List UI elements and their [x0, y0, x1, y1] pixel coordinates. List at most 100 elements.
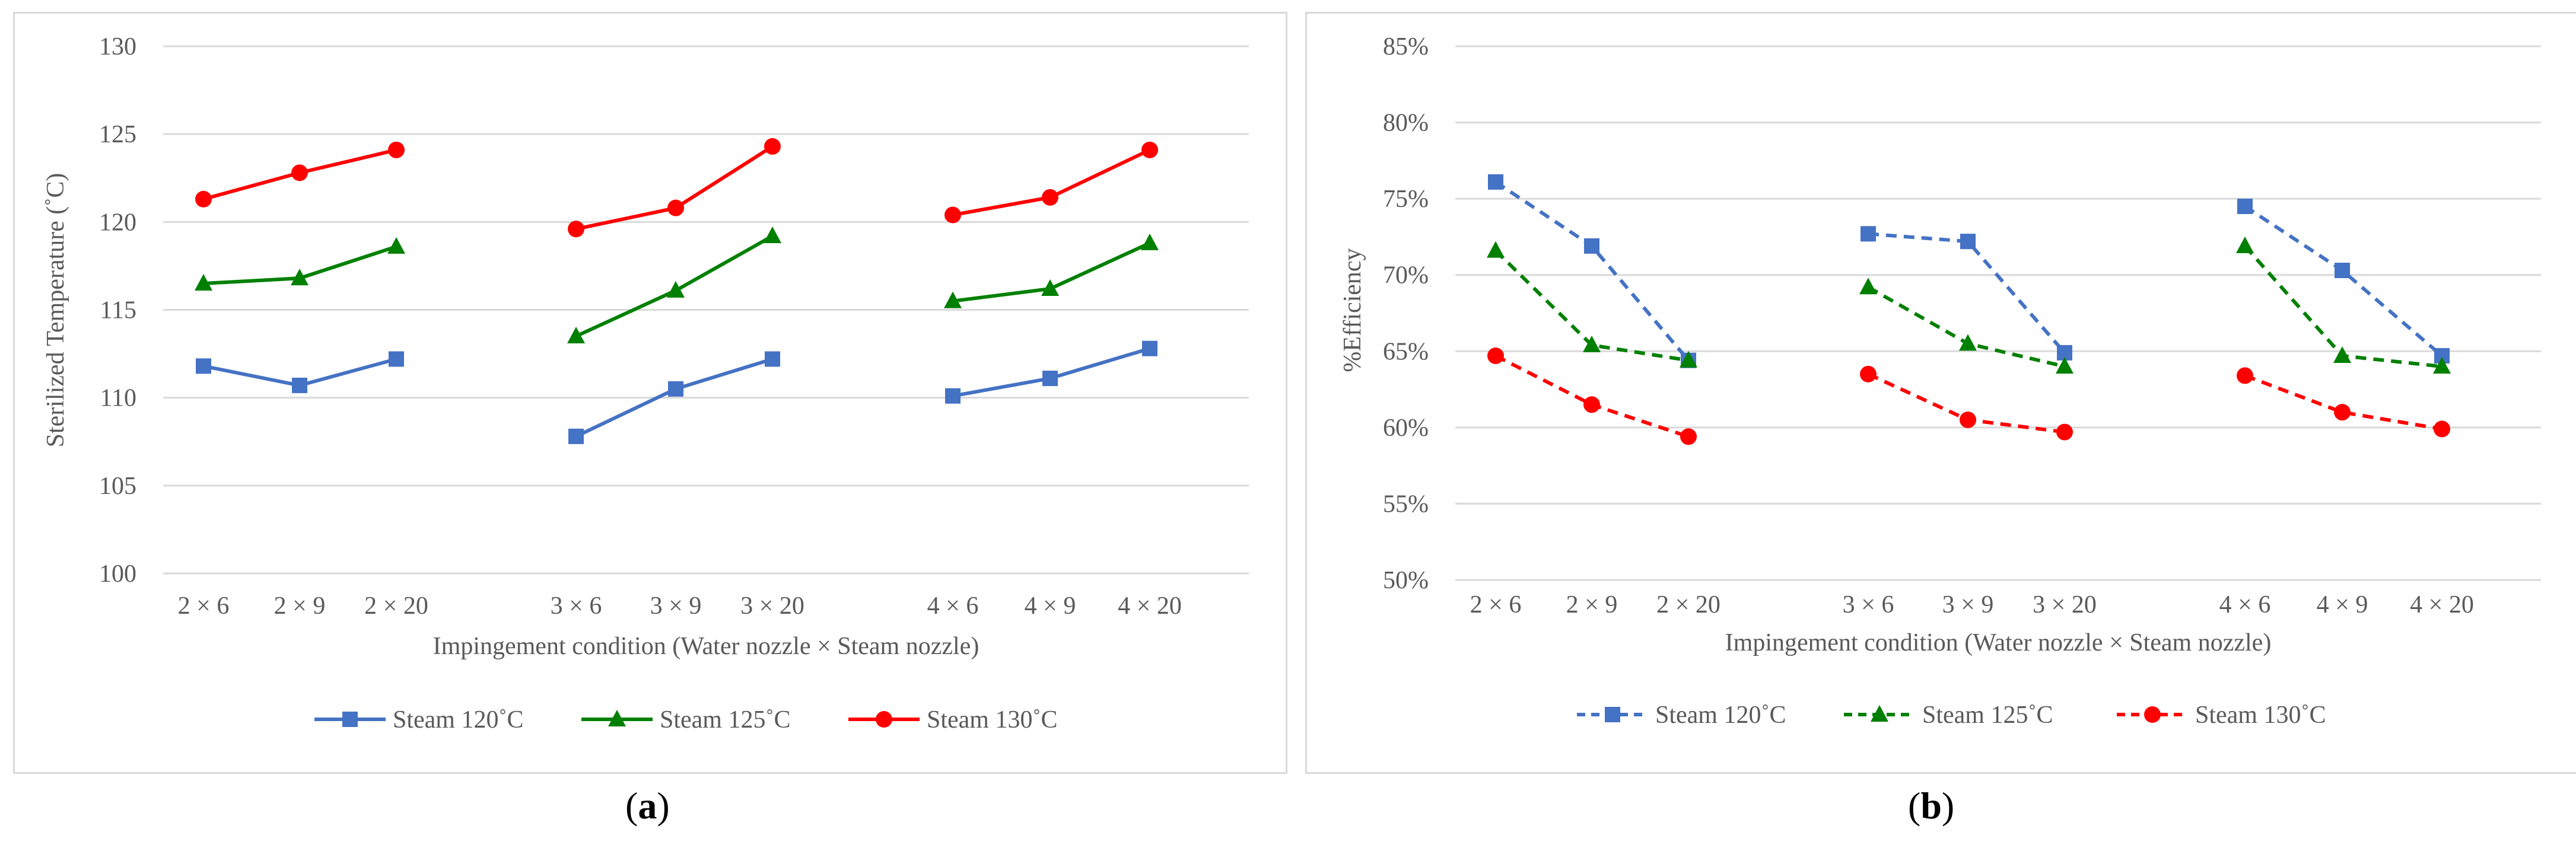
series-2-point-5 — [764, 138, 781, 155]
series-1-point-3 — [567, 326, 585, 343]
caption-a: (a) — [625, 784, 670, 828]
series-2-point-1 — [291, 164, 308, 181]
x-tick-label-2: 2 × 20 — [364, 592, 428, 620]
series-2-point-4 — [667, 199, 684, 216]
legend: Steam 120˚C Steam 125˚C Steam 130˚C — [314, 706, 1057, 734]
series-2-point-8 — [2434, 420, 2450, 438]
series-1-point-8 — [1141, 233, 1159, 250]
series-2-point-3 — [1860, 365, 1877, 382]
series-0 — [1488, 174, 2450, 368]
series-1-point-1 — [1583, 336, 1601, 352]
series-2-point-8 — [1141, 141, 1158, 158]
series-1-point-5 — [2056, 357, 2073, 374]
series-1-point-3 — [1859, 278, 1877, 295]
x-tick-label-3: 3 × 6 — [1843, 591, 1894, 619]
series-1-point-2 — [1680, 350, 1697, 368]
y-tick-label-2: 110 — [100, 385, 136, 412]
chart-panel-b: 50% 55% 60% 65% 70% 75% 80% 85% 2 × 6 2 × 9 2 × 20… — [1305, 12, 2576, 774]
series-2-point-0 — [1487, 348, 1504, 364]
series-0-point-2 — [389, 351, 404, 367]
caption-a-letter: a — [638, 785, 657, 827]
series-1 — [195, 227, 1159, 343]
series-0-point-7 — [2335, 263, 2350, 278]
legend: Steam 120˚C Steam 125˚C Steam 130˚C — [1577, 702, 2326, 729]
series-0-point-0 — [196, 358, 211, 374]
series-2-point-7 — [2334, 404, 2351, 421]
y-tick-label-3: 115 — [100, 297, 136, 324]
series-0 — [196, 340, 1157, 444]
y-tick-label-4: 70% — [1383, 262, 1429, 289]
x-tick-label-3: 3 × 6 — [551, 592, 602, 620]
caption-b-letter: b — [1920, 785, 1942, 827]
x-tick-label-0: 2 × 6 — [1470, 591, 1522, 619]
y-tick-label-3: 65% — [1383, 338, 1429, 365]
legend-marker-2 — [876, 711, 892, 728]
y-tick-label-0: 100 — [99, 560, 136, 588]
legend-label-0: Steam 120˚C — [393, 706, 523, 734]
legend-label-1: Steam 125˚C — [660, 706, 790, 734]
legend-label-0: Steam 120˚C — [1655, 702, 1786, 729]
series-1 — [1487, 236, 2451, 374]
y-axis-label: Sterilized Temperature (˚C) — [42, 173, 69, 448]
series-2-line-2 — [2244, 374, 2443, 431]
legend-marker-1 — [1871, 705, 1888, 722]
series-1-point-0 — [195, 274, 212, 291]
y-tick-label-6: 130 — [99, 33, 136, 60]
caption-b-open: ( — [1908, 785, 1921, 827]
series-0-point-4 — [668, 381, 683, 397]
y-tick-label-2: 60% — [1383, 415, 1429, 442]
caption-a-open: ( — [625, 785, 638, 827]
x-tick-label-0: 2 × 6 — [178, 592, 230, 620]
x-tick-label-5: 3 × 20 — [2033, 591, 2097, 619]
series-2 — [1487, 348, 2450, 445]
chart-panel-a: 100 105 110 115 120 125 130 2 × 6 2 × 9 2 × 20 3 ×… — [13, 12, 1287, 774]
y-tick-label-1: 105 — [99, 473, 136, 500]
series-1-point-1 — [291, 269, 309, 286]
series-0-point-3 — [568, 428, 584, 444]
series-0-point-6 — [2237, 199, 2253, 214]
series-1-point-6 — [2236, 236, 2254, 253]
y-tick-label-6: 80% — [1383, 110, 1429, 137]
y-axis-label: %Efficiency — [1339, 248, 1366, 372]
series-0-point-3 — [1861, 226, 1876, 242]
series-0-point-5 — [765, 351, 780, 367]
caption-b-close: ) — [1941, 785, 1955, 827]
x-tick-label-6: 4 × 6 — [927, 592, 979, 620]
legend-label-1: Steam 125˚C — [1922, 702, 2053, 729]
series-2-point-6 — [2237, 367, 2253, 384]
caption-b: (b) — [1908, 784, 1954, 828]
legend-item-1: Steam 125˚C — [581, 706, 790, 734]
series-1-point-8 — [2433, 357, 2451, 374]
series-1-point-7 — [2333, 346, 2351, 363]
y-tick-label-5: 125 — [99, 121, 136, 148]
series-1-point-4 — [1959, 334, 1977, 351]
series-2-line-1 — [575, 145, 774, 231]
legend-label-2: Steam 130˚C — [927, 706, 1057, 734]
x-tick-label-1: 2 × 9 — [1566, 591, 1618, 619]
caption-a-close: ) — [657, 785, 670, 827]
x-axis-label: Impingement condition (Water nozzle × St… — [1725, 629, 2272, 656]
series-1-point-5 — [764, 227, 781, 244]
series-0-point-8 — [1142, 340, 1157, 356]
series-1-point-6 — [944, 291, 962, 308]
x-tick-label-5: 3 × 20 — [740, 592, 804, 620]
series-0-point-7 — [1042, 371, 1058, 387]
x-tick-label-1: 2 × 9 — [274, 592, 326, 620]
series-2-point-7 — [1042, 189, 1058, 206]
y-tick-label-7: 85% — [1383, 33, 1429, 60]
y-tick-label-5: 75% — [1383, 186, 1429, 213]
legend-label-2: Steam 130˚C — [2195, 702, 2326, 729]
legend-marker-1 — [608, 710, 626, 726]
legend-item-0: Steam 120˚C — [314, 706, 523, 734]
legend-item-1: Steam 125˚C — [1844, 702, 2053, 729]
series-0-point-0 — [1488, 174, 1503, 190]
series-2-point-1 — [1583, 396, 1600, 413]
series-2-point-3 — [568, 221, 584, 238]
x-tick-label-4: 3 × 9 — [650, 592, 702, 620]
series-2-point-2 — [388, 141, 405, 158]
series-2-point-2 — [1680, 428, 1697, 445]
y-tick-label-0: 50% — [1383, 567, 1429, 594]
legend-marker-0 — [342, 712, 358, 727]
series-0-line-1 — [1868, 232, 2066, 354]
series-0-point-1 — [1584, 238, 1599, 254]
